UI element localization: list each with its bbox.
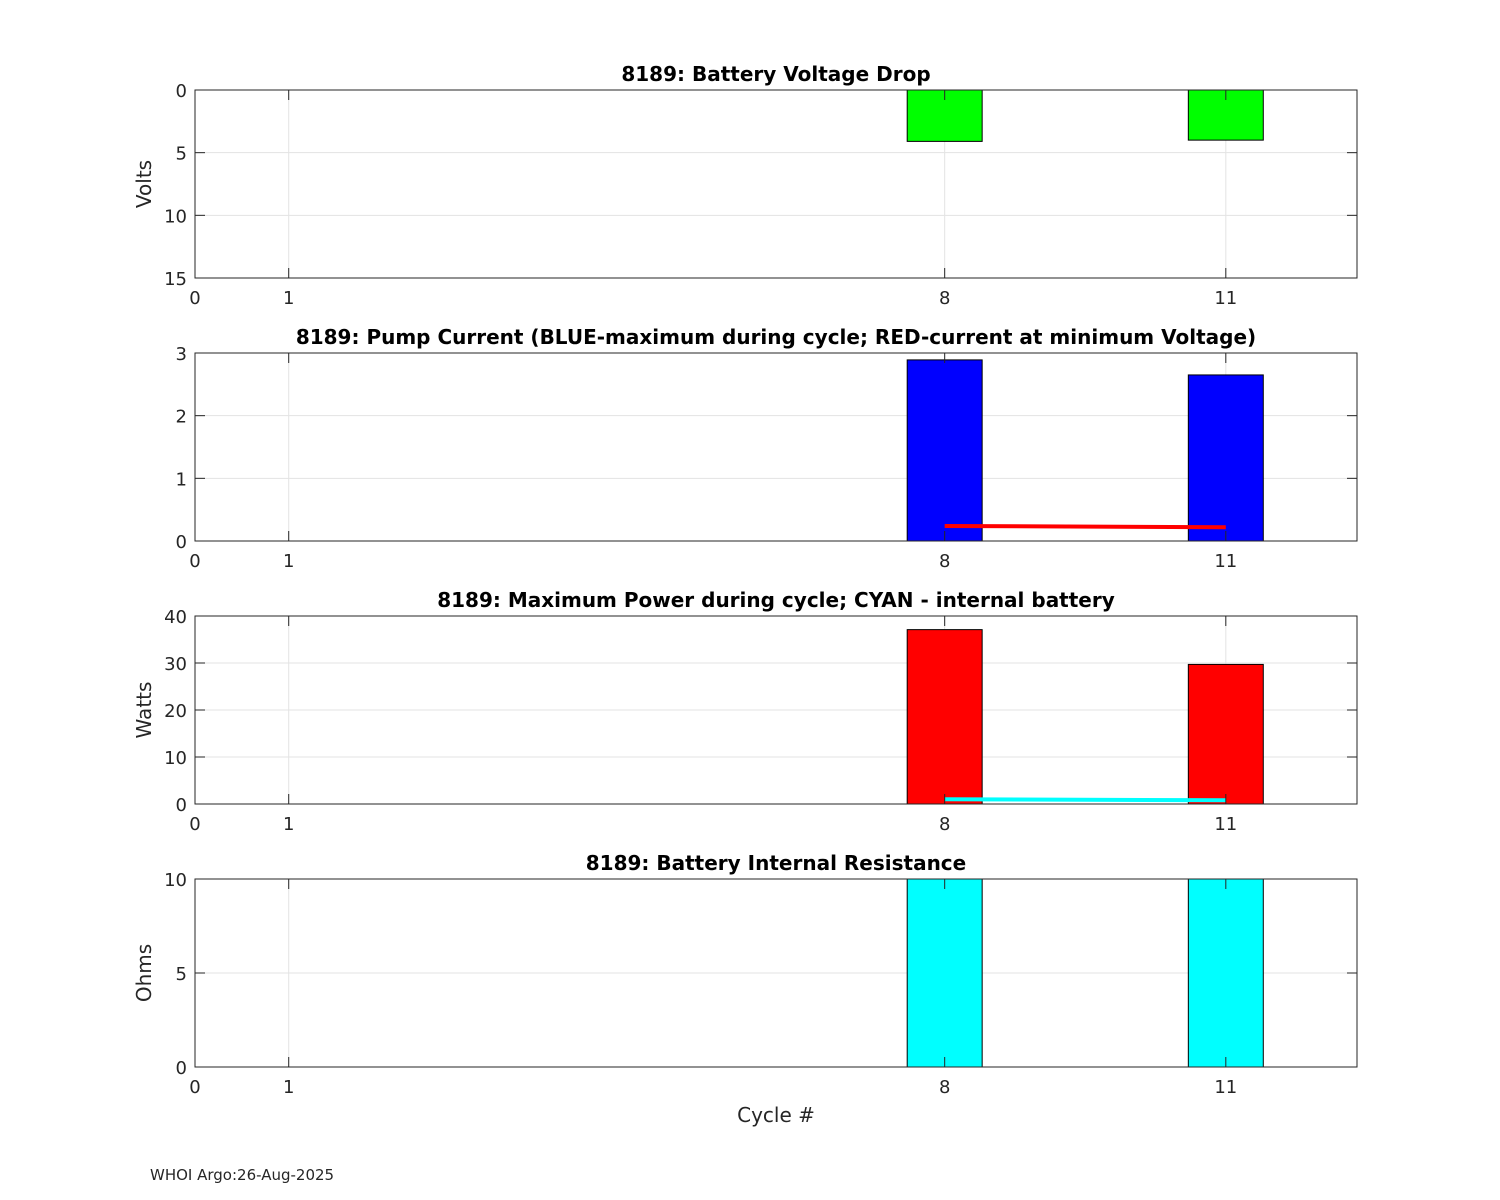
- y-tick-label: 0: [176, 81, 187, 102]
- bar: [1187, 878, 1264, 1068]
- x-tick-label: 0: [189, 551, 200, 572]
- series-line: [944, 797, 1226, 803]
- x-tick-label: 0: [189, 288, 200, 309]
- x-tick-label: 8: [939, 551, 950, 572]
- bar: [906, 359, 983, 542]
- bar: [1187, 374, 1264, 542]
- chart-title: 8189: Battery Internal Resistance: [586, 851, 966, 875]
- y-tick-label: 10: [164, 748, 187, 769]
- chart-title: 8189: Maximum Power during cycle; CYAN -…: [437, 588, 1115, 612]
- x-tick-label: 1: [283, 814, 294, 835]
- x-tick-label: 0: [189, 814, 200, 835]
- y-axis-label: Watts: [132, 682, 156, 739]
- y-tick-label: 1: [176, 469, 187, 490]
- x-tick-label: 11: [1214, 288, 1237, 309]
- bar: [906, 878, 983, 1068]
- chart-title: 8189: Pump Current (BLUE-maximum during …: [296, 325, 1256, 349]
- plot-area: [195, 90, 1357, 278]
- plot-area: [195, 353, 1357, 541]
- y-tick-label: 0: [176, 795, 187, 816]
- y-tick-label: 5: [176, 964, 187, 985]
- y-tick-label: 5: [176, 144, 187, 165]
- y-tick-label: 0: [176, 1058, 187, 1079]
- bar: [1187, 663, 1264, 805]
- series-line: [944, 523, 1226, 530]
- x-tick-label: 1: [283, 551, 294, 572]
- x-tick-label: 8: [939, 814, 950, 835]
- y-axis-label: Volts: [132, 160, 156, 208]
- subplot-1: 0 1 8 11 0 5 10 15 8189: Battery Voltage Drop Vol…: [132, 62, 1358, 309]
- x-tick-label: 1: [283, 1077, 294, 1098]
- x-tick-label: 0: [189, 1077, 200, 1098]
- footer-credit: WHOI Argo:26-Aug-2025: [150, 1166, 335, 1184]
- y-tick-label: 0: [176, 532, 187, 553]
- y-tick-label: 10: [164, 206, 187, 227]
- x-tick-label: 11: [1214, 1077, 1237, 1098]
- y-tick-label: 15: [164, 269, 187, 290]
- y-tick-label: 30: [164, 654, 187, 675]
- subplot-2: 0 1 8 11 0 1 2 3 8189: Pump Current (BLUE-maximu…: [176, 325, 1358, 572]
- bar: [906, 629, 983, 805]
- x-tick-label: 11: [1214, 814, 1237, 835]
- bar: [1187, 89, 1264, 141]
- x-tick-label: 1: [283, 288, 294, 309]
- y-tick-label: 3: [176, 344, 187, 365]
- y-axis-label: Ohms: [132, 944, 156, 1002]
- y-tick-label: 20: [164, 701, 187, 722]
- chart-title: 8189: Battery Voltage Drop: [621, 62, 930, 86]
- y-tick-label: 2: [176, 407, 187, 428]
- x-tick-label: 8: [939, 288, 950, 309]
- axes-box: [194, 352, 1358, 542]
- x-axis-label: Cycle #: [737, 1103, 815, 1127]
- axes-box: [194, 89, 1358, 279]
- subplot-4: 0 1 8 11 0 5 10 8189: Battery Internal Resistan…: [132, 851, 1358, 1127]
- x-tick-label: 11: [1214, 551, 1237, 572]
- x-tick-label: 8: [939, 1077, 950, 1098]
- y-tick-label: 10: [164, 870, 187, 891]
- subplot-3: 0 1 8 11 0 10 20 30 40 8189: Maximum Power during…: [132, 588, 1358, 835]
- y-tick-label: 40: [164, 607, 187, 628]
